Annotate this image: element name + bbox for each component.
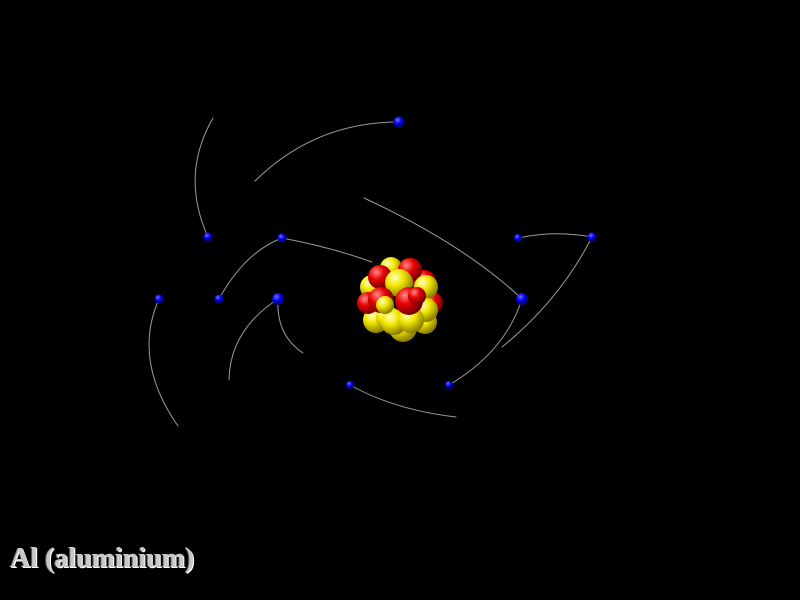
electron: [445, 381, 453, 389]
orbit-trails: [148, 117, 593, 427]
nucleus: [357, 257, 443, 342]
electron: [516, 293, 528, 305]
electron: [214, 294, 224, 304]
electron: [587, 232, 597, 242]
electrons: [154, 116, 597, 389]
orbit-trail: [501, 236, 593, 348]
orbit-trail: [277, 298, 304, 354]
element-label: Al (aluminium): [10, 543, 195, 574]
orbit-trail: [148, 298, 179, 427]
orbit-trail: [254, 121, 400, 182]
orbit-trail: [517, 233, 593, 239]
electron: [203, 232, 213, 242]
electron: [154, 294, 164, 304]
orbit-trail: [194, 117, 214, 238]
electron: [346, 381, 354, 389]
orbit-trail: [218, 237, 373, 300]
proton: [408, 287, 426, 305]
orbit-trail: [349, 384, 457, 418]
orbit-trail: [363, 197, 523, 300]
orbit-trail: [228, 298, 279, 381]
electron: [277, 233, 287, 243]
orbit-trail: [448, 298, 523, 386]
neutron: [376, 296, 394, 314]
electron: [514, 234, 522, 242]
electron: [272, 293, 284, 305]
electron: [393, 116, 405, 128]
